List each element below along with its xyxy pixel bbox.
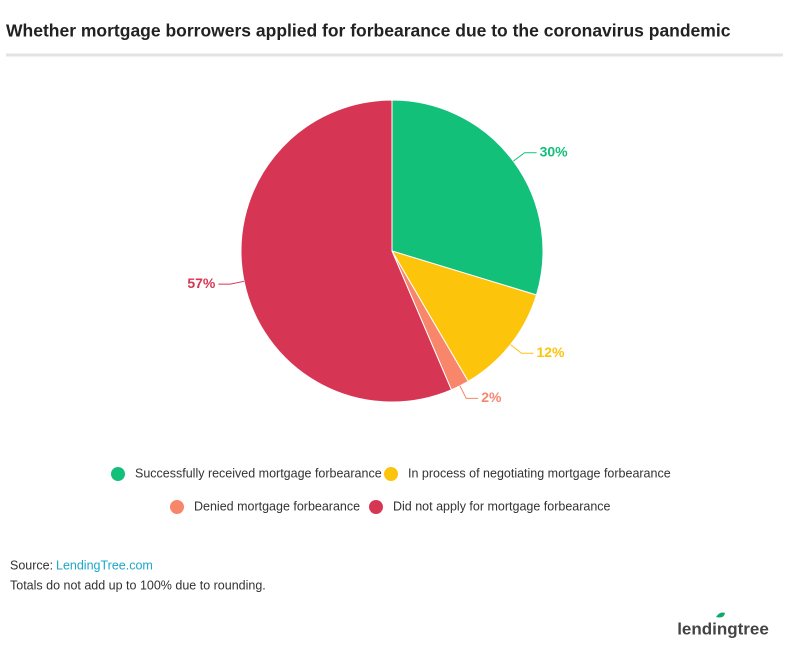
legend-marker	[369, 500, 383, 514]
logo: lendingtree	[677, 619, 769, 638]
leader-line	[513, 152, 537, 162]
source-link[interactable]: LendingTree.com	[56, 558, 153, 572]
data-label: 57%	[187, 275, 216, 291]
legend-label: Did not apply for mortgage forbearance	[393, 499, 611, 513]
note: Totals do not add up to 100% due to roun…	[10, 578, 266, 592]
source-label: Source:	[10, 558, 53, 572]
legend-marker	[170, 500, 184, 514]
data-label: 12%	[536, 344, 565, 360]
leader-line	[459, 385, 479, 399]
legend-marker	[111, 467, 125, 481]
legend-marker	[384, 467, 398, 481]
chart-title: Whether mortgage borrowers applied for f…	[6, 21, 731, 41]
pie-slice	[390, 250, 538, 383]
data-label: 2%	[481, 389, 502, 405]
leader-line	[510, 344, 534, 354]
data-label: 30%	[540, 143, 569, 159]
pie-slice	[391, 99, 544, 296]
leader-line	[218, 280, 245, 285]
pie-slice	[240, 99, 453, 403]
legend-label: In process of negotiating mortgage forbe…	[408, 466, 671, 480]
logo-leaf	[716, 612, 725, 618]
legend-label: Denied mortgage forbearance	[194, 499, 360, 513]
legend-label: Successfully received mortgage forbearan…	[135, 466, 382, 480]
